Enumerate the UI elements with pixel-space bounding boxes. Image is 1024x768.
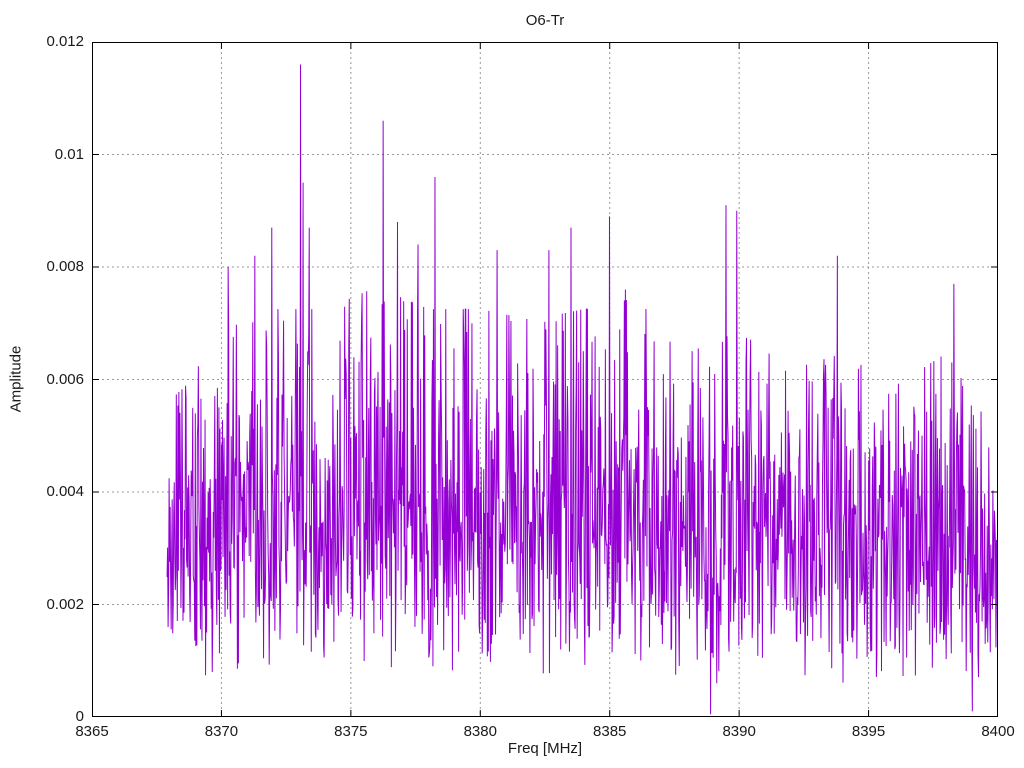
chart-title: O6-Tr (525, 12, 565, 29)
y-tick-label: 0.01 (54, 145, 84, 163)
x-tick-label: 8365 (75, 723, 109, 740)
y-tick-label: 0.006 (46, 370, 84, 388)
y-axis-label: Amplitude (7, 345, 25, 413)
x-tick-label: 8390 (722, 723, 756, 740)
x-tick-label: 8380 (463, 723, 497, 740)
x-tick-label: 8395 (851, 723, 886, 740)
y-tick-label: 0.012 (46, 33, 84, 50)
y-tick-label: 0.008 (46, 258, 84, 275)
x-axis-label: Freq [MHz] (507, 740, 583, 757)
x-tick-label: 8370 (204, 723, 239, 740)
plot-area-svg (92, 42, 998, 717)
y-tick-label: 0.002 (46, 595, 84, 613)
y-tick-label: 0.004 (46, 483, 84, 500)
y-tick-label: 0 (75, 708, 84, 725)
x-tick-label: 8375 (334, 723, 368, 740)
spectrum-trace (166, 64, 998, 715)
x-tick-label: 8385 (593, 723, 627, 740)
x-tick-label: 8400 (981, 723, 1015, 740)
